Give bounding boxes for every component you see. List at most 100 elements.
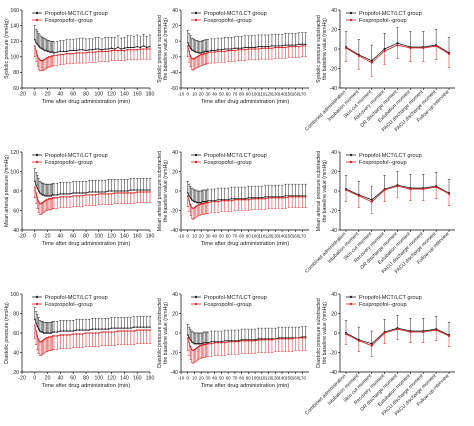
data-point <box>98 328 100 330</box>
legend-label: Fospropofol--group <box>204 160 252 166</box>
data-point <box>261 339 263 341</box>
legend-swatch-marker <box>349 295 353 299</box>
data-point <box>117 330 119 332</box>
data-point <box>186 337 189 339</box>
data-point <box>435 186 438 189</box>
data-point <box>197 52 200 54</box>
data-point <box>114 49 116 52</box>
data-point <box>56 331 58 333</box>
data-point <box>45 337 48 339</box>
legend-label: Propofol-MCT/LCT group <box>45 11 108 17</box>
data-point <box>244 198 246 201</box>
x-tick-label: 80 <box>239 92 244 97</box>
x-tick-label: 50 <box>219 234 224 239</box>
legend-label: Propofol-MCT/LCT group <box>45 295 108 301</box>
data-point <box>130 327 132 329</box>
data-point <box>91 194 94 196</box>
data-point <box>301 337 304 339</box>
data-point <box>50 51 53 53</box>
x-tick-label: 100 <box>251 92 259 97</box>
data-point <box>136 189 138 191</box>
data-point <box>223 340 226 342</box>
data-point <box>207 50 209 53</box>
data-point <box>189 47 192 50</box>
data-point <box>104 193 106 195</box>
data-point <box>130 48 132 51</box>
data-point <box>123 327 126 329</box>
x-tick-label: 80 <box>239 234 244 239</box>
data-point <box>291 45 293 48</box>
y-axis-label-line: Mean arterial pressure (mmHg) <box>4 155 10 227</box>
data-point <box>104 331 106 333</box>
data-point <box>46 56 49 59</box>
legend-swatch-marker <box>35 302 39 306</box>
data-point <box>207 199 209 202</box>
data-point <box>36 325 39 327</box>
data-point <box>274 338 277 340</box>
data-point <box>383 49 386 53</box>
y-tick-label: 20 <box>172 311 178 317</box>
data-point <box>210 49 213 52</box>
y-tick-label: 120 <box>10 39 19 45</box>
data-point <box>41 201 44 204</box>
legend-label: Fospropofol--group <box>45 302 93 308</box>
x-tick-label: 170 <box>299 234 307 239</box>
data-point <box>203 343 205 346</box>
data-point <box>53 197 55 199</box>
data-point <box>78 333 81 335</box>
data-point <box>370 342 373 345</box>
data-point <box>409 46 412 50</box>
data-point <box>107 48 110 50</box>
data-point <box>139 191 142 193</box>
data-point <box>201 202 204 205</box>
x-axis-label: Time after drug administration (min) <box>201 241 290 247</box>
y-tick-label: -20 <box>330 208 338 214</box>
y-tick-label: 0 <box>175 331 178 337</box>
x-tick-label: 120 <box>107 376 116 382</box>
y-axis-label: Systolic pressure substractedthe baselin… <box>316 15 328 83</box>
data-point <box>149 189 151 191</box>
data-point <box>195 347 197 350</box>
data-point <box>36 187 39 189</box>
data-point <box>142 189 145 191</box>
data-point <box>39 330 41 332</box>
data-point <box>139 189 142 191</box>
data-point <box>396 44 399 47</box>
data-point <box>44 49 46 52</box>
data-point <box>82 52 84 54</box>
data-point <box>298 337 300 339</box>
series-line <box>34 325 150 343</box>
data-point <box>66 196 68 198</box>
x-tick-label: 160 <box>292 92 300 97</box>
data-point <box>117 46 119 49</box>
data-point <box>82 192 84 194</box>
data-point <box>189 55 192 57</box>
x-tick-label: 90 <box>246 376 251 381</box>
data-point <box>75 52 78 54</box>
data-point <box>114 331 116 333</box>
data-point <box>69 196 71 198</box>
data-point <box>34 45 36 47</box>
x-tick-label: 10 <box>192 376 197 381</box>
data-point <box>34 324 36 327</box>
series-fospropofol <box>344 185 451 214</box>
data-point <box>72 52 74 55</box>
data-point <box>195 56 197 59</box>
series-line <box>34 181 150 197</box>
data-point <box>91 48 94 51</box>
data-point <box>120 190 122 192</box>
data-point <box>44 332 46 334</box>
data-point <box>264 196 267 198</box>
data-point <box>59 196 62 198</box>
x-tick-label: 120 <box>265 234 273 239</box>
data-point <box>357 339 360 342</box>
data-point <box>66 50 68 53</box>
data-point <box>44 199 46 202</box>
data-point <box>48 336 50 338</box>
